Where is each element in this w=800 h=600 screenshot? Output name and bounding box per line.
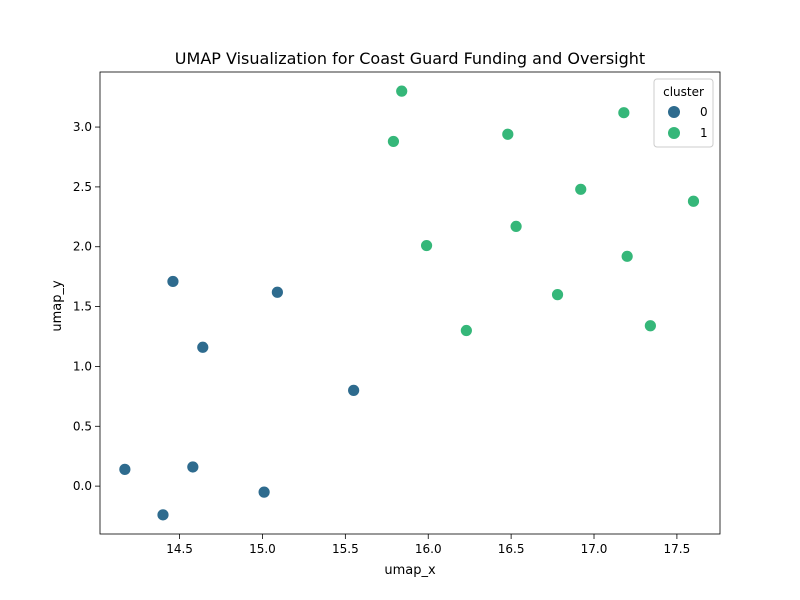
cluster-0-point — [166, 275, 180, 288]
y-tick-label: 0.5 — [73, 419, 92, 433]
cluster-1-point — [395, 84, 409, 98]
legend-title: cluster — [663, 85, 704, 99]
y-axis-label: umap_y — [50, 280, 65, 332]
cluster-1-point — [687, 194, 700, 208]
x-tick-label: 16.5 — [498, 542, 525, 556]
cluster-0-point — [257, 485, 271, 499]
plot-area: 14.5 15.0 15.5 16.0 16.5 17.0 17.5 0.0 0.5 1.0 1.5… — [73, 71, 721, 556]
x-tick-label: 17.0 — [581, 542, 608, 556]
cluster-0-point — [186, 460, 200, 474]
legend-marker — [668, 106, 680, 118]
x-tick-label: 16.0 — [415, 542, 442, 556]
legend-box — [653, 78, 714, 148]
y-tick-label: 3.0 — [73, 120, 92, 134]
cluster-0-point — [347, 383, 361, 397]
cluster-1-point — [420, 239, 433, 252]
x-tick-label: 15.5 — [332, 542, 359, 556]
chart-title: UMAP Visualization for Coast Guard Fundi… — [175, 49, 645, 68]
legend-label: 1 — [700, 126, 708, 140]
cluster-1-point — [643, 319, 657, 333]
cluster-1-point — [459, 324, 473, 337]
cluster-1-point — [617, 106, 631, 120]
legend: cluster 0 1 — [653, 78, 714, 148]
axes-frame — [99, 71, 721, 535]
cluster-1-point — [620, 249, 634, 263]
cluster-0-point — [270, 285, 284, 299]
y-tick-label: 1.0 — [73, 359, 92, 373]
cluster-0-point — [118, 462, 132, 476]
cluster-1-point — [501, 127, 515, 141]
x-tick-label: 17.5 — [664, 542, 691, 556]
cluster-0-point — [196, 340, 210, 354]
legend-marker — [668, 127, 680, 139]
cluster-1-point — [574, 182, 588, 196]
cluster-1-point — [551, 288, 564, 302]
y-tick-label: 2.5 — [73, 180, 92, 194]
y-tick-label: 2.0 — [73, 240, 92, 254]
cluster-1-point — [509, 219, 523, 233]
x-axis-label: umap_x — [384, 563, 436, 578]
x-tick-label: 14.5 — [166, 542, 193, 556]
x-tick-label: 15.0 — [249, 542, 276, 556]
cluster-1-point — [387, 135, 400, 148]
legend-label: 0 — [700, 105, 708, 119]
y-tick-label: 0.0 — [73, 479, 92, 493]
cluster-0-point — [156, 508, 170, 522]
y-tick-label: 1.5 — [73, 300, 92, 314]
